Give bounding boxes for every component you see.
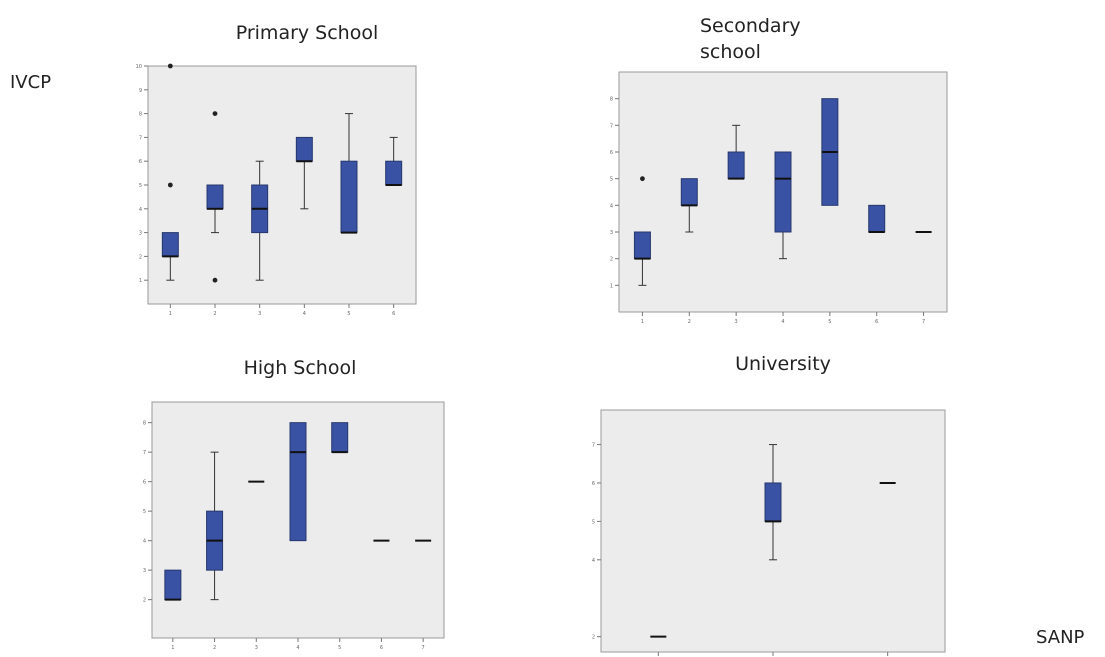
- box-group: [633, 176, 651, 286]
- x-tick-label: 7: [422, 645, 425, 651]
- box-group: [680, 178, 698, 233]
- box: [206, 184, 224, 210]
- box-group: [764, 444, 782, 561]
- y-tick-label: 5: [139, 183, 142, 189]
- x-tick-label: 5: [347, 311, 350, 317]
- panel-title-university: University: [735, 353, 831, 375]
- y-tick-label: 4: [592, 558, 595, 564]
- boxplot-secondary-school: 1 2 3 4 5 6 7 8 1 2 3 4 5 6 7: [610, 71, 948, 325]
- y-tick-label: 7: [143, 450, 146, 456]
- outlier-point: [212, 111, 218, 116]
- x-tick-label: 1: [641, 319, 644, 325]
- x-tick-label: 4: [781, 319, 784, 325]
- x-tick-label: 4: [303, 311, 306, 317]
- y-tick-label: 2: [592, 635, 595, 641]
- y-tick-label: 8: [139, 112, 142, 118]
- boxplot-high-school: 2 3 4 5 6 7 8 1 2 3 4 5 6 7: [143, 401, 445, 651]
- y-tick-label: 3: [139, 231, 142, 237]
- x-tick-label: 2: [688, 319, 691, 325]
- box-group: [340, 113, 358, 234]
- x-tick-label: 2: [213, 311, 216, 317]
- y-tick-label: 4: [139, 207, 142, 213]
- y-tick-label: 5: [592, 519, 595, 525]
- box-group: [161, 63, 179, 281]
- y-tick-label: 5: [610, 177, 613, 183]
- plot-area: [147, 65, 417, 305]
- y-tick-label: 1: [139, 278, 142, 284]
- y-tick-label: 9: [139, 88, 142, 94]
- x-tick-label: 5: [828, 319, 831, 325]
- y-tick-label: 2: [610, 257, 613, 263]
- box: [633, 231, 651, 260]
- y-tick-label: 4: [610, 203, 613, 209]
- panel-title-primary: Primary School: [235, 22, 379, 44]
- y-tick-label: 3: [610, 230, 613, 236]
- box: [340, 160, 358, 234]
- x-tick-label: 5: [338, 645, 341, 651]
- x-tick-label: 2: [213, 645, 216, 651]
- x-tick-label: 6: [380, 645, 383, 651]
- box-group: [164, 569, 182, 601]
- y-tick-label: 3: [143, 568, 146, 574]
- x-tick-label: 7: [922, 319, 925, 325]
- box-group: [868, 204, 886, 233]
- y-tick-label: 5: [143, 509, 146, 515]
- outlier-point: [167, 182, 173, 188]
- box-group: [774, 151, 792, 260]
- y-tick-label: 6: [610, 150, 613, 156]
- box-group: [727, 124, 745, 180]
- y-tick-label: 8: [143, 421, 146, 427]
- x-tick-label: 6: [875, 319, 878, 325]
- box-group: [331, 422, 349, 454]
- panel-title-high: High School: [243, 357, 357, 379]
- boxplot-primary-school: 1 2 3 4 5 6 7 8 9 10 1 2 3 4 5 6: [136, 63, 417, 317]
- outlier-point: [167, 63, 173, 69]
- y-tick-label: 6: [143, 480, 146, 486]
- x-tick-label: 1: [171, 645, 174, 651]
- y-tick-label: 7: [610, 123, 613, 129]
- box: [164, 569, 182, 601]
- box: [331, 422, 349, 453]
- x-tick-label: 3: [258, 311, 261, 317]
- box: [680, 178, 698, 206]
- box: [295, 136, 313, 162]
- x-tick-label: 4: [296, 645, 299, 651]
- x-tick-label: 3: [735, 319, 738, 325]
- box: [385, 160, 403, 186]
- box: [868, 204, 886, 233]
- panel-title-secondary: Secondary school: [700, 15, 801, 63]
- x-axis-label: SANP: [1036, 627, 1085, 648]
- x-tick-label: 6: [392, 311, 395, 317]
- y-tick-label: 7: [592, 443, 595, 449]
- box: [161, 232, 179, 257]
- y-tick-label: 4: [143, 539, 146, 545]
- y-tick-label: 6: [592, 481, 595, 487]
- box: [727, 151, 745, 180]
- y-tick-label: 7: [139, 135, 142, 141]
- box-group: [206, 111, 224, 283]
- box-group: [251, 160, 269, 281]
- y-tick-label: 1: [610, 283, 613, 289]
- boxplot-university: 24567123: [592, 409, 946, 656]
- box: [289, 422, 307, 542]
- outlier-point: [640, 176, 645, 182]
- y-tick-label: 8: [610, 97, 613, 103]
- y-tick-label: 6: [139, 159, 142, 165]
- x-tick-label: 3: [255, 645, 258, 651]
- box-group: [206, 451, 224, 601]
- box: [764, 482, 782, 522]
- box-group: [821, 98, 839, 206]
- y-tick-label: 2: [139, 254, 142, 260]
- box-group: [385, 136, 403, 186]
- y-axis-label: IVCP: [10, 72, 52, 93]
- y-tick-label: 2: [143, 598, 146, 604]
- box-group: [295, 136, 313, 210]
- box: [774, 151, 792, 233]
- box-group: [289, 422, 307, 542]
- x-tick-label: 1: [169, 311, 172, 317]
- y-tick-label: 10: [136, 64, 142, 70]
- outlier-point: [212, 277, 218, 283]
